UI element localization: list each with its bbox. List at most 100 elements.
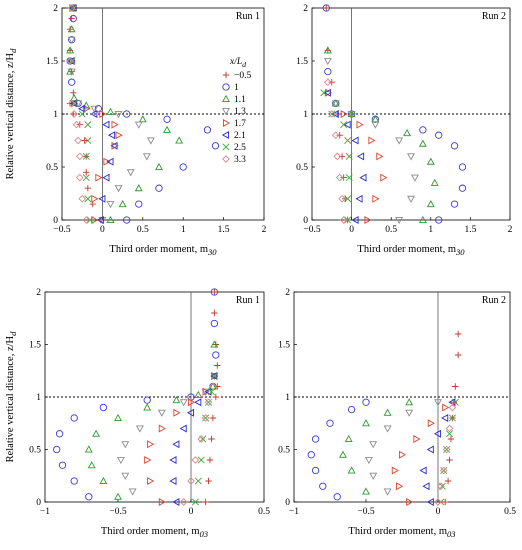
data-point	[179, 424, 187, 433]
data-point	[364, 216, 372, 224]
data-point	[94, 105, 103, 113]
data-point	[439, 466, 448, 475]
data-point	[347, 405, 356, 414]
data-point	[69, 14, 77, 23]
data-point	[107, 131, 116, 140]
data-point	[311, 466, 320, 475]
data-point	[67, 68, 76, 76]
data-point	[75, 173, 84, 182]
x-tick-label: 0.5	[137, 225, 149, 235]
data-point	[158, 424, 166, 433]
legend-marker	[222, 155, 230, 163]
data-point	[135, 425, 144, 433]
data-point	[99, 403, 108, 412]
data-point	[147, 440, 155, 449]
data-point	[211, 309, 218, 317]
data-point	[451, 398, 459, 406]
legend-label: 1	[234, 83, 239, 93]
data-point	[398, 450, 407, 459]
legend-entry: 1.3	[222, 107, 246, 117]
data-point	[83, 169, 90, 176]
run-label: Run 2	[482, 11, 506, 22]
data-point	[90, 110, 98, 118]
series-1.7	[144, 372, 219, 506]
data-point	[445, 424, 454, 433]
data-point	[91, 194, 99, 203]
data-point	[82, 174, 90, 182]
data-point	[118, 199, 127, 208]
y-tick-label: 2	[36, 288, 41, 298]
data-point	[175, 136, 184, 144]
data-point	[82, 152, 90, 160]
data-point	[99, 110, 107, 118]
x-tick-label: −1	[40, 507, 50, 517]
y-tick-label: 1.5	[296, 57, 308, 67]
data-point	[122, 110, 131, 118]
data-point	[102, 173, 110, 182]
data-point	[356, 120, 364, 129]
data-point	[82, 216, 91, 224]
data-point	[322, 4, 330, 12]
series-2.1	[419, 398, 456, 506]
y-tick-label: 1.5	[46, 57, 58, 67]
legend-marker	[222, 83, 230, 91]
data-point	[383, 408, 392, 416]
data-point	[106, 215, 115, 224]
data-point	[204, 398, 213, 407]
data-point	[442, 445, 451, 454]
data-point	[70, 414, 78, 422]
data-point	[426, 445, 434, 454]
legend-entry: 2.5	[222, 143, 246, 153]
data-point	[344, 195, 352, 203]
y-tick-label: 1.5	[29, 341, 41, 351]
data-point	[320, 89, 328, 97]
data-point	[114, 413, 122, 422]
data-point	[211, 288, 218, 296]
legend-marker	[222, 71, 230, 79]
legend-marker	[222, 143, 230, 151]
data-point	[208, 382, 217, 390]
data-point	[146, 137, 155, 145]
x-tick-label: 1.5	[464, 225, 476, 235]
data-point	[405, 398, 414, 406]
data-point	[362, 419, 370, 427]
data-point	[339, 216, 348, 224]
data-point	[172, 498, 180, 506]
data-point	[179, 163, 187, 171]
legend-entry: 1.1	[222, 94, 246, 105]
data-point	[340, 121, 348, 129]
data-point	[343, 120, 351, 129]
data-point	[443, 445, 451, 454]
data-point	[210, 288, 219, 296]
data-point	[202, 414, 210, 422]
legend-entry: 3.3	[222, 155, 246, 165]
data-point	[143, 403, 152, 411]
data-point	[143, 396, 151, 404]
data-point	[347, 466, 356, 474]
data-point	[106, 157, 114, 166]
data-point	[351, 136, 359, 145]
data-point	[338, 194, 346, 203]
data-point	[351, 216, 359, 224]
series-1.3	[323, 57, 419, 225]
data-point	[72, 120, 81, 129]
data-point	[347, 110, 356, 119]
data-point	[405, 409, 414, 417]
data-point	[134, 184, 143, 192]
series-1	[307, 398, 370, 501]
data-point	[338, 450, 347, 458]
data-point	[173, 408, 181, 417]
data-point	[114, 185, 123, 193]
data-point	[359, 173, 367, 182]
data-point	[187, 398, 196, 407]
data-point	[444, 477, 452, 485]
data-point	[85, 493, 93, 501]
data-point	[324, 78, 332, 87]
data-point	[340, 110, 348, 118]
data-point	[84, 195, 92, 203]
data-point	[206, 456, 214, 464]
data-point	[407, 195, 415, 203]
data-point	[362, 398, 370, 406]
data-point	[426, 199, 435, 208]
